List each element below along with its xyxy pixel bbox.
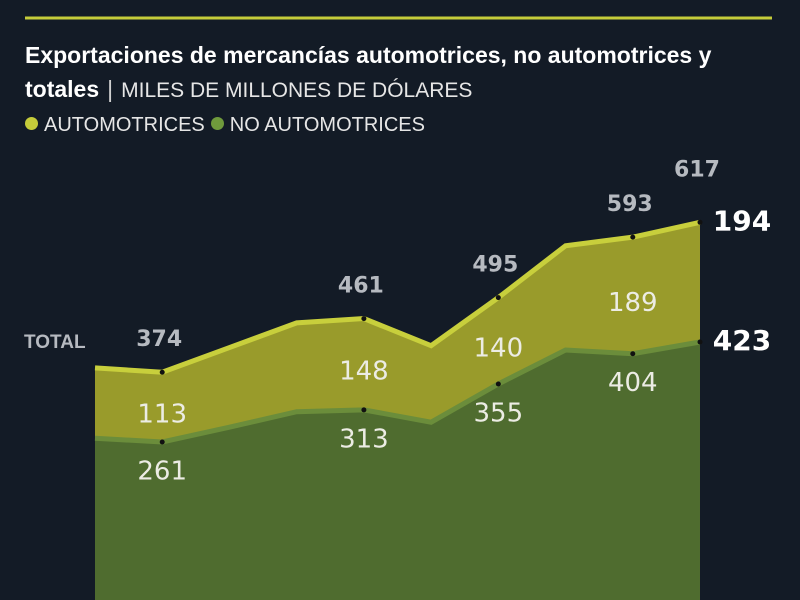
total-label: 617	[674, 157, 720, 182]
area-edge	[94, 219, 701, 375]
vertex	[159, 439, 165, 445]
vertex	[495, 381, 501, 387]
vertex	[630, 351, 636, 357]
vertex	[361, 316, 367, 322]
subtitle: Exportaciones de mercancías automotrices…	[25, 42, 712, 102]
value-label: 140	[474, 333, 524, 363]
legend-swatch	[25, 117, 38, 130]
value-label: 194	[713, 204, 771, 237]
vertex	[697, 219, 703, 225]
total-caption: TOTAL	[24, 332, 86, 353]
vertex	[697, 339, 703, 345]
vertex	[630, 234, 636, 240]
subtitle-row: Exportaciones de mercancías automotrices…	[25, 38, 785, 108]
value-label: 313	[339, 424, 389, 454]
area-edge	[94, 339, 701, 445]
value-label: 355	[474, 398, 524, 428]
legend-swatch	[210, 117, 224, 130]
legend-label: NO AUTOMOTRICES	[229, 114, 425, 136]
value-label: 261	[137, 456, 187, 486]
value-label: 113	[137, 400, 187, 430]
separator: |	[107, 76, 114, 102]
value-label: 404	[608, 368, 658, 398]
total-label: 495	[472, 253, 518, 278]
legend: AUTOMOTRICES NO AUTOMOTRICES	[25, 114, 785, 137]
header: Exportaciones de mercancías automotrices…	[25, 38, 785, 137]
value-label: 189	[608, 288, 658, 318]
value-label: 148	[339, 357, 389, 387]
total-label: 593	[607, 192, 653, 217]
vertex	[159, 369, 165, 375]
vertex	[361, 407, 367, 413]
vertex	[495, 295, 501, 301]
legend-label: AUTOMOTRICES	[44, 114, 205, 136]
total-label: 461	[338, 274, 384, 299]
area	[95, 342, 700, 600]
value-label: 423	[713, 324, 771, 357]
units: MILES DE MILLONES DE DÓLARES	[121, 79, 473, 102]
total-label: 374	[136, 327, 182, 352]
